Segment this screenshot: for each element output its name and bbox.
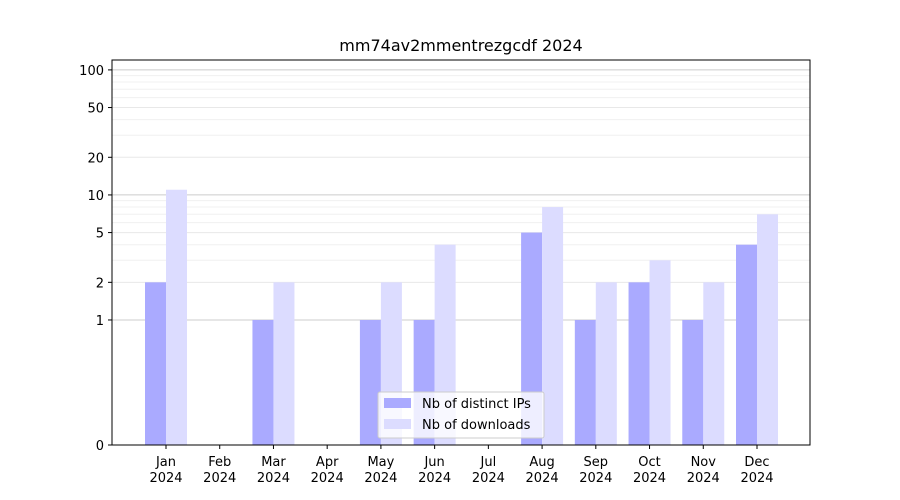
plot-area [111, 59, 811, 446]
x-tick-label: Apr 2024 [311, 455, 344, 486]
y-tick-label: 1 [96, 314, 104, 329]
y-tick-label: 50 [87, 102, 104, 117]
y-tick-label: 2 [96, 276, 104, 291]
legend: Nb of distinct IPs Nb of downloads [377, 391, 545, 439]
x-tick-label: Feb 2024 [203, 455, 236, 486]
bar-distinct-ips [736, 244, 757, 445]
x-tick-label: Nov 2024 [687, 455, 720, 486]
x-tick-label: Oct 2024 [633, 455, 666, 486]
y-axis: 0 1 2 5 10 20 50 100 [79, 64, 112, 454]
y-tick-label: 5 [96, 227, 104, 242]
legend-box [377, 391, 545, 439]
chart-title: mm74av2mmentrezgcdf 2024 [339, 36, 582, 55]
bar-downloads [757, 214, 778, 445]
y-tick-label: 100 [79, 64, 104, 79]
legend-swatch-distinct-ips [384, 398, 411, 408]
x-tick-label: Jun 2024 [418, 455, 451, 486]
y-tick-label: 0 [96, 439, 104, 454]
bar-distinct-ips [682, 319, 704, 445]
bar-distinct-ips [628, 282, 650, 445]
bar-downloads [595, 282, 617, 445]
x-tick-label: Jan 2024 [149, 455, 182, 486]
x-tick-label: Sep 2024 [579, 455, 612, 486]
bar-distinct-ips [145, 282, 166, 445]
legend-label-distinct-ips: Nb of distinct IPs [422, 397, 531, 412]
bar-downloads [542, 207, 564, 445]
y-tick-label: 20 [87, 151, 104, 166]
bars [145, 189, 778, 445]
y-tick-label: 10 [87, 189, 104, 204]
bar-distinct-ips [359, 319, 381, 445]
bar-distinct-ips [574, 319, 596, 445]
bar-downloads [703, 282, 725, 445]
x-tick-label: Dec 2024 [740, 455, 773, 486]
bar-downloads [166, 189, 187, 445]
bar-downloads [273, 282, 295, 445]
legend-swatch-downloads [384, 419, 411, 429]
x-axis: Jan 2024 Feb 2024 Mar 2024 Apr 2024 May 2024 Jun 20… [149, 445, 774, 486]
x-tick-label: May 2024 [364, 455, 397, 486]
legend-label-downloads: Nb of downloads [422, 418, 531, 433]
x-tick-label: Mar 2024 [257, 455, 290, 486]
x-tick-label: Jul 2024 [472, 455, 505, 486]
bar-distinct-ips [252, 319, 274, 445]
x-tick-label: Aug 2024 [526, 455, 559, 486]
bar-downloads [649, 260, 671, 445]
